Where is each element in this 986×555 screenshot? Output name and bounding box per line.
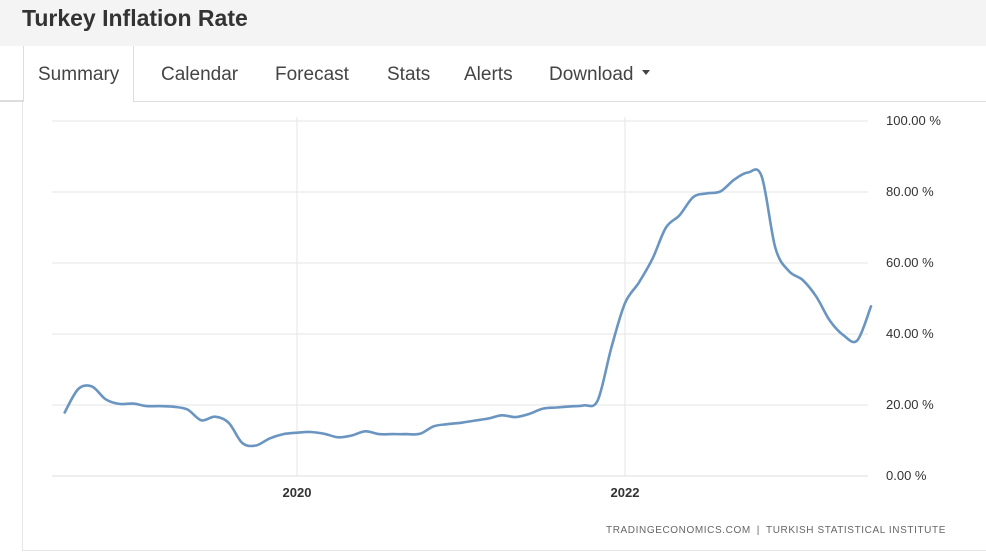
tab-download-label: Download <box>549 64 634 85</box>
tab-alerts[interactable]: Alerts <box>464 46 513 100</box>
tab-summary-label: Summary <box>38 64 120 85</box>
source-site: TRADINGECONOMICS.COM <box>606 525 751 536</box>
tab-alerts-label: Alerts <box>464 64 513 85</box>
tab-forecast[interactable]: Forecast <box>275 46 349 100</box>
tab-bar: Summary Calendar Forecast Stats Alerts D… <box>0 46 986 102</box>
tab-stats-label: Stats <box>387 64 431 85</box>
y-tick-label: 80.00 % <box>886 184 934 199</box>
title-bar: Turkey Inflation Rate <box>0 0 986 47</box>
x-tick-label: 2020 <box>283 485 312 500</box>
tab-calendar-label: Calendar <box>161 64 239 85</box>
y-axis-ticks: 0.00 % 20.00 % 40.00 % 60.00 % 80.00 % 100.00… <box>886 113 941 483</box>
y-tick-label: 0.00 % <box>886 468 927 483</box>
tab-calendar[interactable]: Calendar <box>161 46 238 100</box>
chart-grid <box>52 117 868 477</box>
y-tick-label: 100.00 % <box>886 113 941 128</box>
x-axis-ticks: 2020 2022 <box>283 485 640 500</box>
tab-forecast-label: Forecast <box>275 64 349 85</box>
chart-source: TRADINGECONOMICS.COM | TURKISH STATISTICAL… <box>606 525 946 536</box>
tab-summary[interactable]: Summary <box>23 46 135 102</box>
y-tick-label: 60.00 % <box>886 255 934 270</box>
source-separator: | <box>756 525 760 536</box>
series-line <box>63 168 873 448</box>
y-tick-label: 20.00 % <box>886 397 934 412</box>
chart-panel <box>22 102 986 551</box>
tab-download[interactable]: Download <box>549 46 650 100</box>
y-tick-label: 40.00 % <box>886 326 934 341</box>
source-institute: TURKISH STATISTICAL INSTITUTE <box>765 525 946 536</box>
chevron-down-icon <box>641 70 650 76</box>
tab-stats[interactable]: Stats <box>387 46 430 100</box>
x-tick-label: 2022 <box>611 485 640 500</box>
page-title: Turkey Inflation Rate <box>22 5 248 31</box>
